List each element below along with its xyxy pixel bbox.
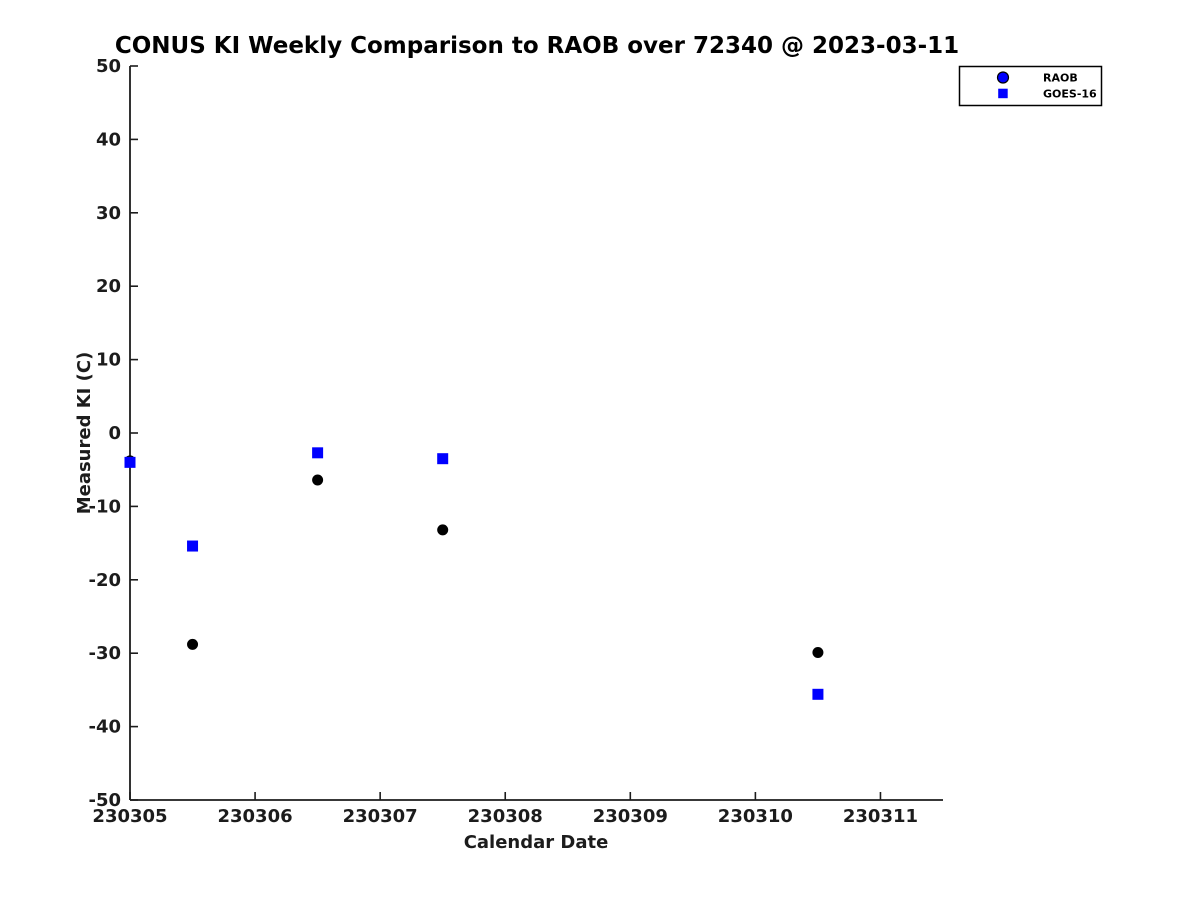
data-point-raob — [187, 638, 199, 650]
y-tick-label: -40 — [88, 717, 121, 738]
legend-label-raob: RAOB — [1043, 72, 1078, 85]
x-tick-label: 230309 — [593, 806, 668, 827]
x-tick-label: 230311 — [843, 806, 918, 827]
x-tick-label: 230310 — [718, 806, 793, 827]
legend-raob-marker-icon — [996, 71, 1010, 84]
y-tick-label: 30 — [96, 203, 121, 224]
legend-box — [958, 65, 1103, 107]
y-tick-label: 0 — [108, 423, 121, 444]
data-point-raob — [437, 524, 449, 536]
x-tick-label: 230306 — [217, 806, 292, 827]
y-tick-label: 10 — [96, 350, 121, 371]
y-tick-label: -20 — [88, 570, 121, 591]
data-point-goes-16 — [812, 688, 824, 700]
y-axis-label: Measured KI (C) — [74, 352, 95, 515]
y-tick-label: 20 — [96, 276, 121, 297]
y-tick-label: -30 — [88, 643, 121, 664]
data-point-goes-16 — [187, 540, 199, 552]
x-tick-label: 230305 — [92, 806, 167, 827]
x-tick-label: 230307 — [343, 806, 418, 827]
legend-goes16-marker-icon — [998, 88, 1008, 99]
data-point-goes-16 — [312, 447, 324, 459]
y-tick-label: 50 — [96, 56, 121, 77]
data-point-goes-16 — [124, 456, 136, 468]
y-tick-label: 40 — [96, 129, 121, 150]
y-tick-label: -10 — [88, 496, 121, 517]
legend: RAOB GOES-16 — [958, 65, 1103, 107]
x-tick-label: 230308 — [468, 806, 543, 827]
chart-title: CONUS KI Weekly Comparison to RAOB over … — [115, 33, 959, 59]
y-tick-label: -50 — [88, 790, 121, 811]
plot-area: -50 -40 -30 -20 -10 0 10 20 30 40 50 230305 230306 23… — [88, 56, 943, 827]
data-point-goes-16 — [437, 453, 449, 465]
data-point-raob — [312, 474, 324, 486]
legend-label-goes16: GOES-16 — [1043, 88, 1097, 101]
data-point-raob — [812, 646, 824, 658]
x-axis-label: Calendar Date — [464, 832, 609, 853]
